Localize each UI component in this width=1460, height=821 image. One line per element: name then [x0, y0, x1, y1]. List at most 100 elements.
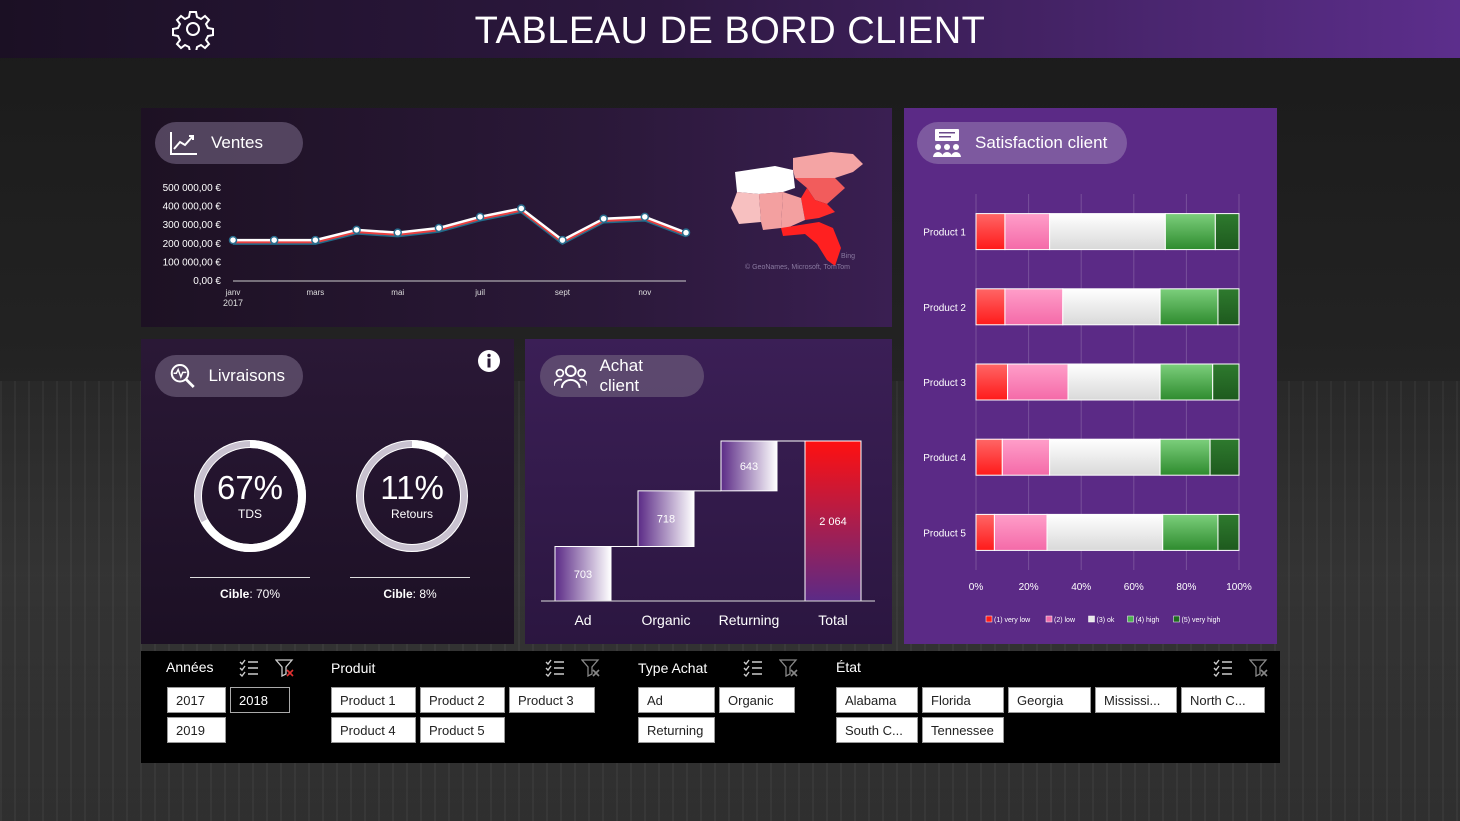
- y-tick-label: 100 000,00 €: [163, 257, 222, 268]
- line-shadow-series: [233, 210, 687, 246]
- legend-label: (2) low: [1054, 617, 1076, 624]
- clear-filter-icon[interactable]: [275, 659, 295, 677]
- bar-segment: [1159, 438, 1211, 476]
- bar-segment: [1164, 213, 1216, 251]
- search-pulse-icon: [170, 364, 195, 388]
- bar-data-label: 643: [740, 461, 758, 473]
- x-tick-label: mai: [391, 288, 404, 297]
- legend-label: (5) very high: [1182, 617, 1221, 624]
- bar-segment: [1162, 513, 1219, 551]
- slicer-type-organic[interactable]: Organic: [719, 687, 795, 713]
- multi-select-icon[interactable]: [743, 659, 763, 677]
- bar-data-label: 718: [657, 514, 675, 526]
- slicer-area: Années 2017 2018 2019 Produit Product 1 …: [141, 651, 1280, 763]
- page-title: TABLEAU DE BORD CLIENT: [474, 10, 986, 52]
- retours-cible-value: : 8%: [412, 587, 437, 601]
- slicer-type-returning[interactable]: Returning: [638, 717, 715, 743]
- slicer-type-achat-tools: [743, 659, 799, 677]
- slicer-etat-title: État: [836, 659, 861, 675]
- slicer-etat-tennessee[interactable]: Tennessee: [922, 717, 1004, 743]
- waterfall-bar: [720, 440, 778, 492]
- multi-select-icon[interactable]: [545, 659, 565, 677]
- slicer-annees-tools: [239, 659, 295, 677]
- slicer-produit-tools: [545, 659, 601, 677]
- slicer-etat-alabama[interactable]: Alabama: [836, 687, 918, 713]
- waterfall-bar: [554, 546, 612, 602]
- category-label: Returning: [719, 612, 780, 628]
- y-tick-label: 500 000,00 €: [163, 183, 222, 194]
- slicer-product-1[interactable]: Product 1: [331, 687, 416, 713]
- bar-segment: [1007, 363, 1069, 401]
- southeast-us-map: Bing © GeoNames, Microsoft, TomTom: [731, 152, 863, 271]
- info-icon[interactable]: [477, 349, 501, 373]
- data-point: [393, 228, 402, 237]
- gear-icon[interactable]: [172, 8, 214, 50]
- ventes-pill: Ventes: [155, 122, 303, 164]
- bar-segment: [1049, 213, 1166, 251]
- clear-filter-icon[interactable]: [1249, 659, 1269, 677]
- bar-segment: [1217, 288, 1240, 326]
- bar-segment: [975, 213, 1006, 251]
- satisfaction-panel: Satisfaction client 0% 20% 40% 60% 80% 100% Pr…: [904, 108, 1277, 644]
- bar-segment: [1214, 213, 1240, 251]
- slicer-annee-2017[interactable]: 2017: [167, 687, 226, 713]
- ventes-label: Ventes: [211, 133, 263, 152]
- bar-segment: [975, 363, 1009, 401]
- clear-filter-icon[interactable]: [581, 659, 601, 677]
- multi-select-icon[interactable]: [1213, 659, 1233, 677]
- bar-segment: [1067, 363, 1161, 401]
- bar-segment: [1159, 363, 1214, 401]
- header-bar: TABLEAU DE BORD CLIENT: [0, 0, 1460, 58]
- satisfaction-label: Satisfaction client: [975, 133, 1108, 152]
- x-tick-label: 100%: [1226, 582, 1252, 593]
- bar-data-label: 2 064: [819, 516, 847, 528]
- achat-waterfall-chart: 703 Ad 718 Organic 643 Returning 2 064 Total: [541, 440, 875, 628]
- bar-segment: [975, 438, 1003, 476]
- slicer-product-4[interactable]: Product 4: [331, 717, 416, 743]
- retours-kpi: 11% Retours: [352, 469, 472, 521]
- slicer-etat-georgia[interactable]: Georgia: [1008, 687, 1091, 713]
- slicer-etat-south-carolina[interactable]: South C...: [836, 717, 918, 743]
- slicer-annees-title: Années: [166, 659, 214, 675]
- slicer-etat-florida[interactable]: Florida: [922, 687, 1004, 713]
- slicer-product-2[interactable]: Product 2: [420, 687, 505, 713]
- legend-swatch: [1045, 615, 1053, 623]
- bar-segment: [1004, 213, 1051, 251]
- slicer-type-ad[interactable]: Ad: [638, 687, 715, 713]
- x-tick-label: 0%: [969, 582, 984, 593]
- category-label: Product 1: [923, 228, 966, 239]
- tds-ring: [194, 440, 306, 552]
- slicer-product-5[interactable]: Product 5: [420, 717, 505, 743]
- data-point: [352, 225, 361, 235]
- line-series: [233, 207, 687, 242]
- livraisons-pill: Livraisons: [155, 355, 303, 397]
- clear-filter-icon[interactable]: [779, 659, 799, 677]
- slicer-annee-2018[interactable]: 2018: [230, 687, 290, 713]
- slicer-etat-mississippi[interactable]: Mississi...: [1095, 687, 1177, 713]
- slicer-etat-north-carolina[interactable]: North C...: [1181, 687, 1265, 713]
- satisfaction-pill: Satisfaction client: [917, 122, 1127, 164]
- x-tick-label: 80%: [1176, 582, 1196, 593]
- bar-data-label: 703: [574, 569, 592, 581]
- ring-progress: [194, 440, 306, 552]
- retours-name: Retours: [390, 507, 434, 521]
- y-tick-label: 0,00 €: [193, 276, 221, 287]
- slicer-product-3[interactable]: Product 3: [509, 687, 595, 713]
- category-label: Product 5: [923, 528, 966, 539]
- achat-panel: Achat client 703 Ad 718 Organic 643 Returning…: [525, 339, 892, 644]
- bar-segment: [1046, 513, 1164, 551]
- bar-segment: [1209, 438, 1240, 476]
- data-point: [640, 212, 650, 222]
- tds-cible: Cible: 70%: [190, 587, 310, 601]
- category-label: Organic: [641, 612, 690, 628]
- x-tick-label: nov: [638, 288, 651, 297]
- multi-select-icon[interactable]: [239, 659, 259, 677]
- slicer-annee-2019[interactable]: 2019: [167, 717, 226, 743]
- retours-ring: [356, 440, 468, 552]
- x-tick-label: 20%: [1019, 582, 1039, 593]
- retours-divider: [350, 577, 470, 578]
- x-tick-label: 60%: [1124, 582, 1144, 593]
- category-label: Product 2: [923, 303, 966, 314]
- slicer-produit-title: Produit: [331, 660, 376, 676]
- bar-segment: [1004, 288, 1064, 326]
